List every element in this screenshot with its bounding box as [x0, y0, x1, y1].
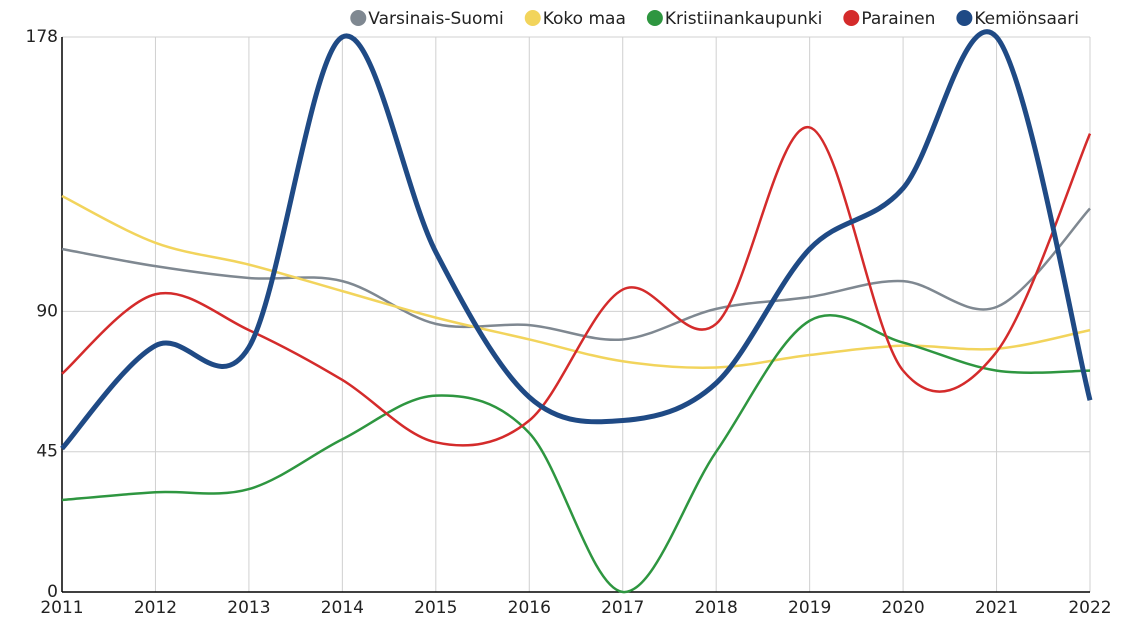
- series-line: [61, 314, 1091, 594]
- legend-marker: [350, 10, 367, 26]
- x-tick-label: 2022: [1068, 598, 1111, 618]
- x-tick-label: 2015: [414, 598, 457, 618]
- legend-label: Koko maa: [543, 9, 626, 29]
- x-tick-label: 2020: [881, 598, 924, 618]
- x-tick-label: 2021: [975, 598, 1018, 618]
- legend-label: Varsinais-Suomi: [368, 9, 503, 29]
- series-line: [61, 207, 1091, 342]
- x-tick-label: 2013: [227, 598, 270, 618]
- y-tick-label: 178: [26, 27, 58, 47]
- series-line: [61, 194, 1091, 369]
- legend-marker: [956, 10, 973, 26]
- x-tick-label: 2019: [788, 598, 831, 618]
- y-tick-label: 90: [36, 301, 58, 321]
- y-tick-label: 0: [47, 582, 58, 602]
- x-tick-label: 2018: [695, 598, 738, 618]
- legend-label: Kristiinankaupunki: [665, 9, 822, 29]
- legend-label: Parainen: [861, 9, 935, 29]
- legend-marker: [843, 10, 860, 26]
- x-tick-label: 2017: [601, 598, 644, 618]
- series-line: [61, 126, 1092, 447]
- x-tick-label: 2011: [40, 598, 83, 618]
- x-tick-label: 2012: [134, 598, 177, 618]
- x-tick-label: 2016: [508, 598, 551, 618]
- x-tick-label: 2014: [321, 598, 364, 618]
- legend-marker: [524, 10, 541, 26]
- legend-marker: [646, 10, 663, 26]
- series-line: [60, 29, 1093, 451]
- y-tick-label: 45: [36, 442, 58, 462]
- legend-label: Kemiönsaari: [974, 9, 1079, 29]
